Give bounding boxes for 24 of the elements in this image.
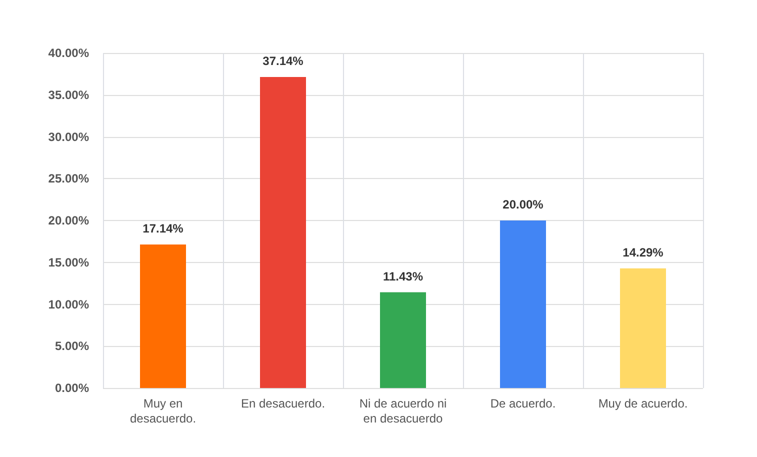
data-label: 20.00% <box>502 198 544 212</box>
x-tick-label: Ni de acuerdo ni en desacuerdo <box>359 396 447 426</box>
x-tick-label: Muy de acuerdo. <box>598 396 688 410</box>
y-tick-label: 10.00% <box>48 297 90 312</box>
x-tick-label: Muy en desacuerdo. <box>130 396 196 426</box>
bar <box>620 268 666 388</box>
bar <box>500 220 546 388</box>
y-tick-label: 5.00% <box>54 339 90 354</box>
y-tick-label: 30.00% <box>48 130 90 144</box>
y-tick-label: 40.00% <box>48 46 90 60</box>
y-tick-label: 35.00% <box>48 88 90 102</box>
bar <box>140 244 186 388</box>
data-label: 17.14% <box>142 221 184 236</box>
y-tick-label: 20.00% <box>48 214 90 228</box>
y-tick-label: 15.00% <box>48 255 90 270</box>
bar <box>380 292 426 388</box>
data-label: 11.43% <box>382 269 424 284</box>
y-tick-label: 0.00% <box>54 381 90 395</box>
y-tick-label: 25.00% <box>48 172 90 186</box>
bar <box>260 76 306 388</box>
x-tick-label: En desacuerdo. <box>240 396 326 410</box>
data-label: 37.14% <box>262 54 304 68</box>
data-label: 14.29% <box>622 245 664 260</box>
x-tick-label: De acuerdo. <box>490 396 556 410</box>
